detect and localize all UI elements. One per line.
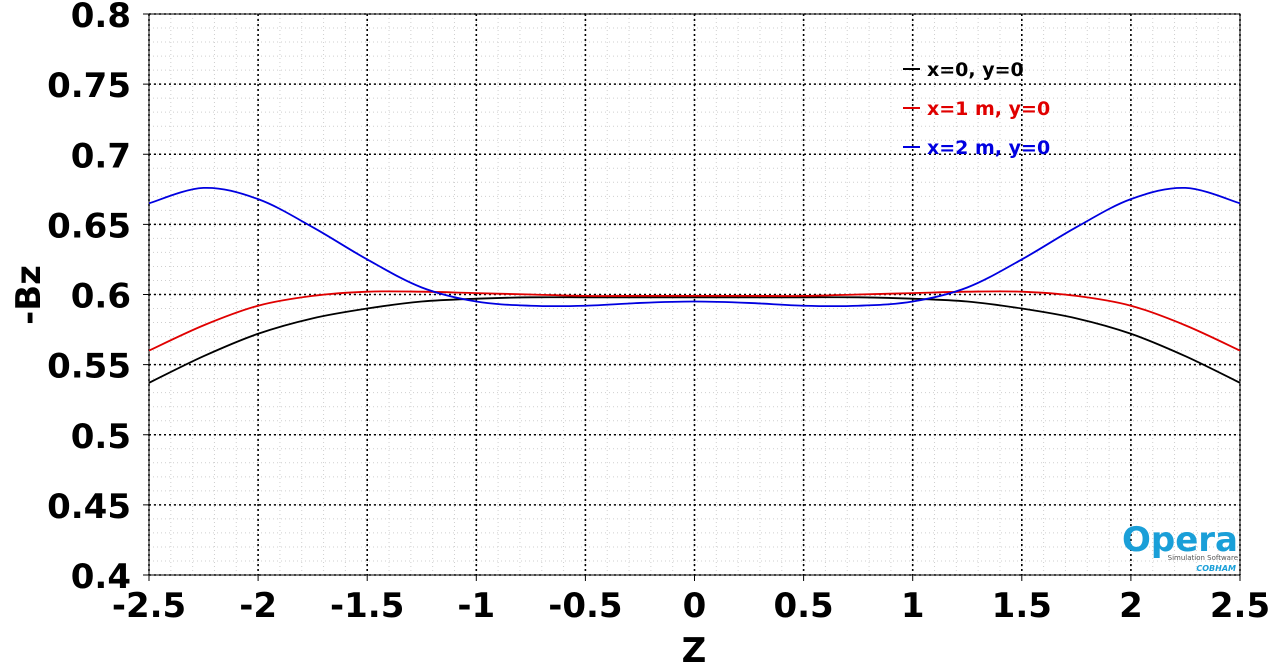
y-tick-label: 0.8 [71, 0, 131, 36]
x-tick-label: 2 [1119, 586, 1143, 626]
y-tick-label: 0.6 [71, 277, 131, 317]
y-tick-label: 0.7 [71, 136, 131, 176]
series-line-2 [148, 290, 1241, 352]
logo-name: Opera [1122, 520, 1238, 560]
series-lines [148, 187, 1241, 384]
legend: x=0, y=0 x=1 m, y=0 x=2 m, y=0 [903, 59, 1050, 159]
legend-label-1: x=0, y=0 [927, 59, 1024, 81]
y-axis-label: -Bz [9, 265, 49, 325]
series-line-3 [148, 187, 1241, 308]
y-tick-label: 0.4 [71, 557, 131, 597]
x-tick-label: -0.5 [548, 586, 622, 626]
y-tick-label: 0.65 [47, 206, 131, 246]
logo-subtitle: Simulation Software [1168, 554, 1238, 562]
x-tick-label: -1 [457, 586, 495, 626]
legend-label-3: x=2 m, y=0 [927, 137, 1050, 159]
axis-ticks [143, 13, 1241, 581]
y-tick-label: 0.55 [47, 347, 131, 387]
logo-company: COBHAM [1196, 564, 1236, 573]
y-tick-label: 0.75 [47, 66, 131, 106]
x-axis-label: Z [682, 631, 707, 670]
x-tick-label: -1.5 [330, 586, 404, 626]
x-tick-label: 1.5 [992, 586, 1052, 626]
x-tick-label: -2.5 [112, 586, 186, 626]
y-tick-label: 0.45 [47, 487, 131, 527]
x-tick-label: -2 [239, 586, 277, 626]
legend-label-2: x=1 m, y=0 [927, 98, 1050, 120]
series-line-1 [148, 296, 1241, 384]
opera-logo: Opera Simulation Software COBHAM [1122, 520, 1238, 573]
x-tick-labels: -2.5 -2 -1.5 -1 -0.5 0 0.5 1 1.5 2 2.5 [112, 586, 1270, 626]
y-tick-labels: 0.4 0.45 0.5 0.55 0.6 0.65 0.7 0.75 0.8 [47, 0, 131, 597]
x-tick-label: 1 [901, 586, 925, 626]
x-tick-label: 0 [683, 586, 707, 626]
x-tick-label: 0.5 [773, 586, 833, 626]
y-tick-label: 0.5 [71, 417, 131, 457]
x-tick-label: 2.5 [1210, 586, 1270, 626]
